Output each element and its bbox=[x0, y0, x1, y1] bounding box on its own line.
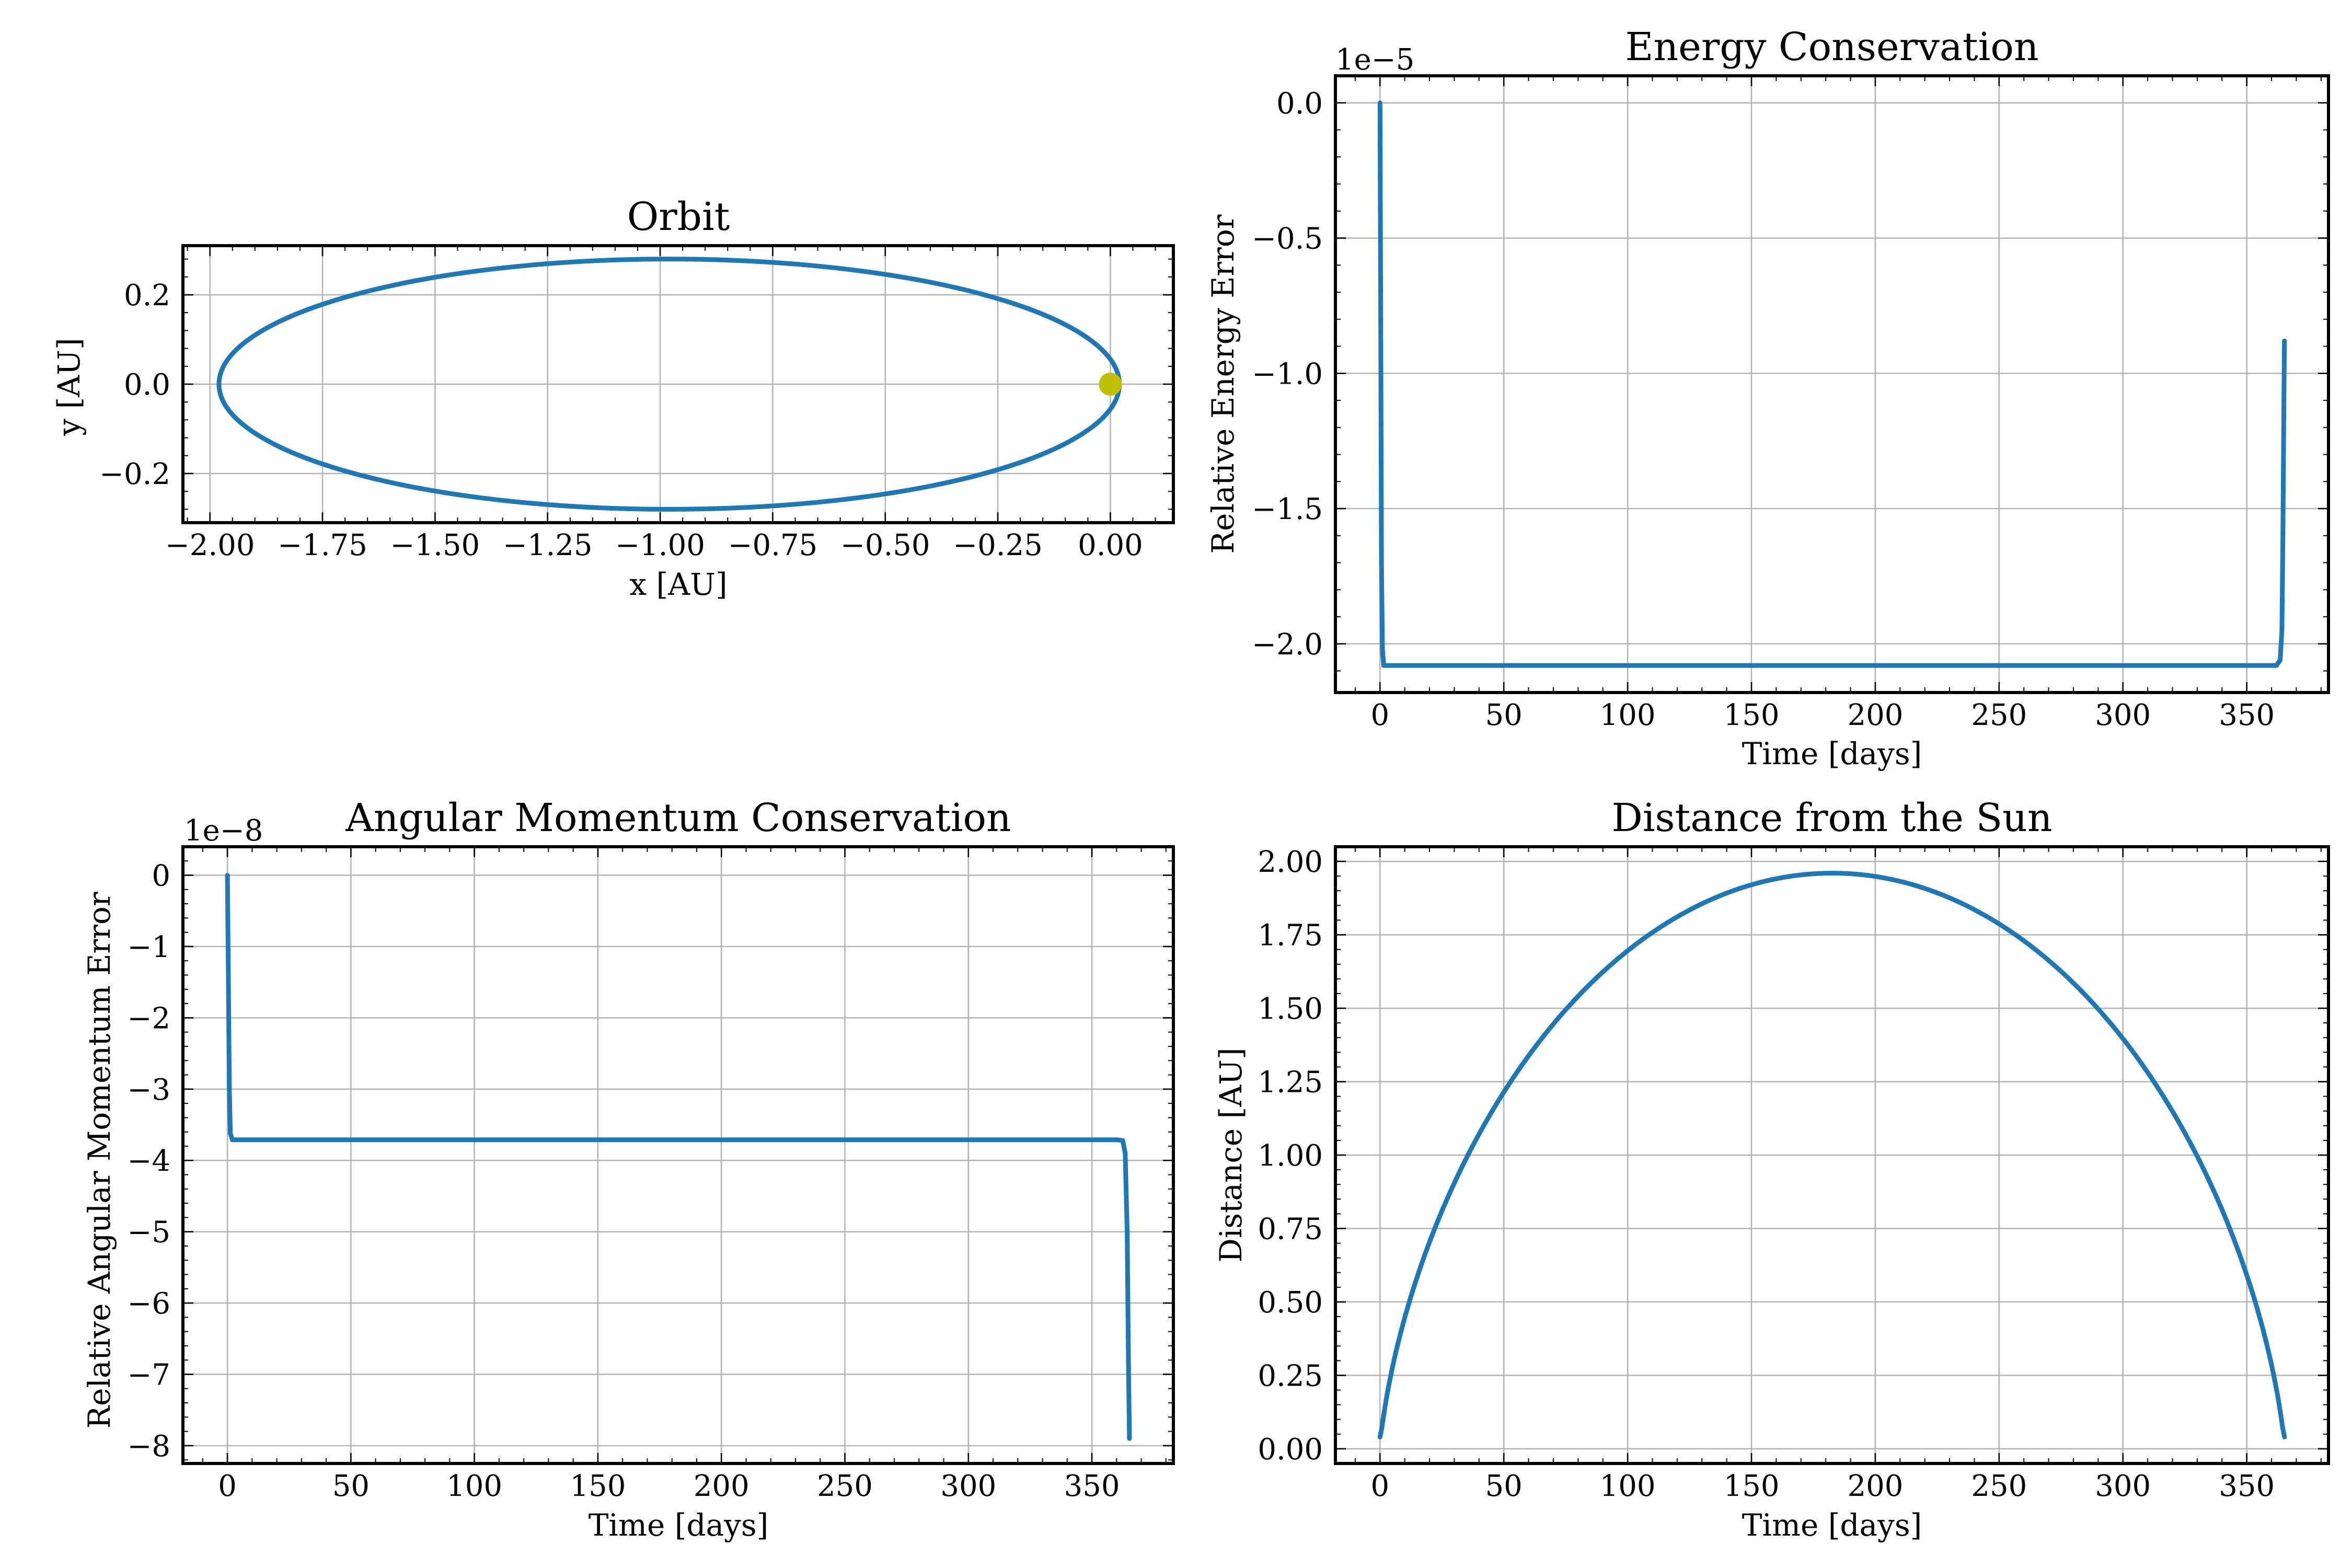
orbit-x-tick-label: −1.00 bbox=[615, 528, 705, 562]
angular-momentum-offset-text: 1e−8 bbox=[184, 814, 263, 848]
orbit-x-tick-label: −0.25 bbox=[953, 528, 1043, 562]
energy-y-tick-label: −2.0 bbox=[1252, 628, 1323, 662]
orbit-x-tick-label: −1.75 bbox=[278, 528, 367, 562]
angular-x-tick-label: 100 bbox=[446, 1469, 502, 1503]
angular-momentum-y-axis-label: Relative Angular Momentum Error bbox=[82, 892, 117, 1428]
energy-x-tick-label: 200 bbox=[1847, 698, 1903, 732]
distance-y-tick-label: 0.25 bbox=[1258, 1359, 1323, 1393]
distance-y-tick-label: 1.25 bbox=[1258, 1066, 1323, 1100]
energy-x-tick-label: 150 bbox=[1724, 698, 1780, 732]
energy-data-layer bbox=[1377, 100, 2287, 668]
distance-y-tick-label: 1.75 bbox=[1258, 919, 1323, 953]
angular-y-tick-label: −8 bbox=[127, 1429, 170, 1463]
energy-y-tick-label: −0.5 bbox=[1252, 222, 1323, 256]
energy-x-tick-label: 300 bbox=[2095, 698, 2151, 732]
distance-y-tick-label: 0.00 bbox=[1258, 1433, 1323, 1467]
energy-series-line bbox=[1377, 100, 2287, 668]
angular-x-tick-label: 250 bbox=[817, 1469, 873, 1503]
angular-axes-frame bbox=[181, 845, 1175, 1465]
angular-momentum-title: Angular Momentum Conservation bbox=[345, 795, 1011, 840]
distance-y-tick-label: 1.50 bbox=[1258, 992, 1323, 1026]
energy-x-tick-label: 0 bbox=[1370, 698, 1389, 732]
angular-y-tick-label: −3 bbox=[127, 1073, 170, 1107]
orbit-x-tick-label: −2.00 bbox=[165, 528, 255, 562]
energy-x-tick-label: 350 bbox=[2219, 698, 2275, 732]
distance-x-tick-label: 150 bbox=[1724, 1469, 1780, 1503]
distance-subplot: Distance from the Sun Time [days] Distan… bbox=[1213, 795, 2330, 1543]
energy-y-tick-label: 0.0 bbox=[1276, 87, 1323, 121]
distance-title: Distance from the Sun bbox=[1612, 795, 2053, 840]
orbit-x-tick-label: −1.25 bbox=[503, 528, 593, 562]
angular-x-tick-label: 300 bbox=[940, 1469, 996, 1503]
orbit-y-tick-label: 0.0 bbox=[124, 368, 170, 402]
orbit-sun-marker bbox=[1099, 373, 1122, 396]
orbit-x-axis-label: x [AU] bbox=[629, 567, 727, 602]
angular-x-tick-label: 50 bbox=[332, 1469, 370, 1503]
angular-x-tick-label: 350 bbox=[1064, 1469, 1120, 1503]
angular-y-tick-label: −5 bbox=[127, 1216, 170, 1250]
angular-y-tick-label: 0 bbox=[152, 859, 170, 893]
angular-y-tick-label: −2 bbox=[127, 1001, 170, 1035]
distance-y-tick-label: 1.00 bbox=[1258, 1139, 1323, 1173]
distance-y-tick-label: 0.50 bbox=[1258, 1286, 1323, 1320]
energy-y-tick-label: −1.0 bbox=[1252, 357, 1323, 391]
angular-x-tick-label: 0 bbox=[218, 1469, 237, 1503]
angular-series-line bbox=[225, 873, 1132, 1441]
angular-x-tick-label: 150 bbox=[570, 1469, 626, 1503]
energy-subplot: Energy Conservation 1e−5 Time [days] Rel… bbox=[1205, 25, 2330, 771]
distance-x-tick-label: 250 bbox=[1971, 1469, 2027, 1503]
distance-axes-frame bbox=[1334, 845, 2330, 1465]
distance-x-axis-label: Time [days] bbox=[1742, 1507, 1922, 1543]
energy-x-tick-label: 250 bbox=[1971, 698, 2027, 732]
angular-y-tick-label: −4 bbox=[127, 1144, 170, 1178]
distance-y-tick-label: 2.00 bbox=[1258, 845, 1323, 879]
distance-y-axis-label: Distance [AU] bbox=[1213, 1047, 1249, 1262]
orbit-x-tick-label: −0.50 bbox=[840, 528, 930, 562]
angular-y-tick-label: −6 bbox=[127, 1287, 170, 1321]
orbit-y-axis-label: y [AU] bbox=[51, 338, 87, 436]
angular-y-tick-label: −7 bbox=[127, 1358, 170, 1392]
angular-momentum-x-axis-label: Time [days] bbox=[589, 1507, 769, 1543]
distance-y-tick-label: 0.75 bbox=[1258, 1212, 1323, 1246]
orbit-x-tick-label: −1.50 bbox=[390, 528, 480, 562]
distance-x-tick-label: 0 bbox=[1370, 1469, 1389, 1503]
energy-title: Energy Conservation bbox=[1625, 25, 2038, 70]
energy-axes-frame bbox=[1334, 74, 2330, 694]
distance-x-tick-label: 100 bbox=[1600, 1469, 1656, 1503]
orbit-axes-frame bbox=[181, 244, 1175, 524]
energy-offset-text: 1e−5 bbox=[1335, 43, 1414, 77]
angular-y-tick-label: −1 bbox=[127, 930, 170, 964]
distance-series-line bbox=[1377, 871, 2287, 1439]
distance-data-layer bbox=[1377, 871, 2287, 1439]
energy-x-axis-label: Time [days] bbox=[1742, 736, 1922, 771]
orbit-x-tick-label: −0.75 bbox=[728, 528, 818, 562]
orbit-y-tick-label: −0.2 bbox=[99, 457, 170, 491]
distance-x-tick-label: 350 bbox=[2219, 1469, 2275, 1503]
orbit-x-tick-label: 0.00 bbox=[1078, 528, 1143, 562]
energy-x-tick-label: 100 bbox=[1600, 698, 1656, 732]
distance-x-tick-label: 300 bbox=[2095, 1469, 2151, 1503]
orbit-title: Orbit bbox=[627, 194, 730, 239]
orbit-data-layer bbox=[216, 257, 1122, 512]
distance-x-tick-label: 50 bbox=[1485, 1469, 1523, 1503]
energy-y-axis-label: Relative Energy Error bbox=[1205, 214, 1241, 554]
orbit-y-tick-label: 0.2 bbox=[124, 279, 170, 313]
angular-data-layer bbox=[225, 873, 1132, 1441]
distance-x-tick-label: 200 bbox=[1847, 1469, 1903, 1503]
angular-x-tick-label: 200 bbox=[694, 1469, 750, 1503]
energy-y-tick-label: −1.5 bbox=[1252, 492, 1323, 526]
orbit-subplot: Orbit x [AU] y [AU] −2.00 −1.75 −1.50 −1.25… bbox=[51, 194, 1175, 602]
energy-x-tick-label: 50 bbox=[1485, 698, 1523, 732]
angular-momentum-subplot: Angular Momentum Conservation 1e−8 Time … bbox=[82, 795, 1175, 1543]
